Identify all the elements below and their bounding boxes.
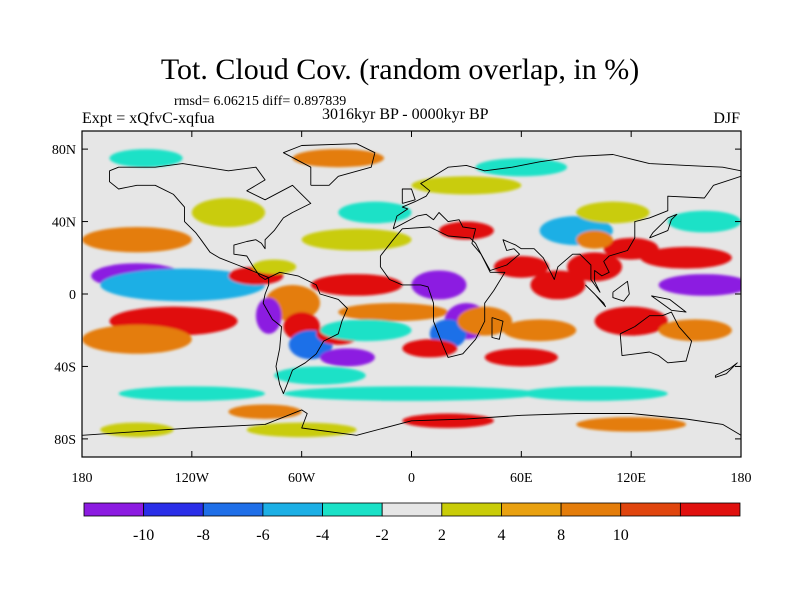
- coastline: [109, 163, 312, 280]
- lat-tick-label: 80S: [54, 433, 76, 448]
- anomaly-region: [411, 270, 467, 300]
- coastline: [282, 143, 376, 186]
- coastlines: [82, 143, 741, 436]
- period-label: 3016kyr BP - 0000kyr BP: [322, 106, 489, 123]
- anomaly-region: [658, 274, 741, 296]
- anomaly-region: [411, 176, 522, 195]
- colorbar-swatch: [143, 502, 204, 517]
- colorbar-label: 10: [613, 527, 629, 544]
- anomaly-region: [576, 417, 687, 432]
- coastline: [392, 154, 741, 293]
- latitude-axis: 80N 40N 0 40S 80S: [52, 143, 741, 448]
- colorbar-swatch: [620, 502, 681, 517]
- anomaly-region: [530, 270, 586, 300]
- colorbar-swatch: [83, 502, 145, 517]
- anomaly-region: [246, 422, 357, 438]
- anomaly-region: [274, 366, 366, 385]
- colorbar-swatch: [381, 502, 443, 517]
- anomaly-region: [82, 226, 192, 253]
- coastline: [379, 226, 506, 358]
- colorbar-label: -8: [197, 527, 210, 544]
- lat-tick-label: 40N: [52, 216, 76, 231]
- anomaly-region: [82, 324, 192, 354]
- lat-tick-label: 40S: [54, 360, 76, 375]
- plot-title: Tot. Cloud Cov. (random overlap, in %): [160, 53, 640, 86]
- lon-tick-label: 180: [731, 471, 752, 486]
- colorbar-swatch: [679, 502, 741, 517]
- colorbar-swatch: [560, 502, 622, 517]
- lat-tick-label: 0: [69, 288, 76, 303]
- anomaly-region: [283, 386, 540, 401]
- anomaly-region: [310, 274, 403, 296]
- colorbar-swatch: [441, 502, 502, 517]
- lon-tick-label: 180: [72, 471, 93, 486]
- anomaly-region: [228, 404, 302, 419]
- anomaly-region: [576, 230, 613, 249]
- coastline: [619, 311, 693, 364]
- colorbar-label: -6: [256, 527, 269, 544]
- colorbar-label: 8: [557, 527, 565, 544]
- anomaly-region: [319, 348, 375, 367]
- lon-tick-label: 60W: [288, 471, 316, 486]
- anomaly-region: [301, 228, 412, 251]
- coastline: [401, 188, 416, 204]
- anomaly-region: [493, 255, 549, 278]
- lon-tick-label: 0: [408, 471, 415, 486]
- anomaly-region: [255, 297, 282, 334]
- anomaly-region: [252, 259, 297, 275]
- lon-tick-label: 120W: [175, 471, 210, 486]
- anomaly-region: [658, 319, 732, 342]
- colorbar-label: 2: [438, 527, 446, 544]
- anomaly-region: [503, 319, 577, 342]
- coastline: [82, 409, 741, 436]
- coastline: [491, 317, 504, 340]
- colorbar-swatch: [262, 502, 323, 517]
- lon-tick-label: 60E: [510, 471, 533, 486]
- anomaly-region: [640, 246, 732, 269]
- coastline: [612, 280, 630, 302]
- anomaly-region: [191, 198, 266, 227]
- colorbar-swatch: [501, 502, 562, 517]
- coastline: [262, 271, 348, 395]
- anomaly-region: [667, 210, 741, 233]
- coastline: [585, 284, 606, 308]
- colorbar-label: 4: [497, 527, 505, 544]
- coastline: [651, 295, 687, 313]
- anomaly-region: [338, 303, 449, 322]
- anomaly-region: [438, 221, 494, 240]
- anomaly-region: [319, 319, 412, 342]
- anomaly-region: [402, 339, 458, 358]
- anomaly-region: [118, 386, 266, 401]
- colorbar-swatch: [202, 502, 264, 517]
- anomaly-region: [100, 268, 266, 302]
- colorbar-label: -2: [376, 527, 389, 544]
- anomaly-region: [567, 252, 623, 282]
- experiment-label: Expt = xQfvC-xqfua: [82, 110, 215, 127]
- stats-text: rmsd= 6.06215 diff= 0.897839: [174, 94, 347, 109]
- lon-tick-label: 120E: [616, 471, 646, 486]
- coastline: [649, 213, 678, 239]
- anomaly-region: [402, 413, 494, 429]
- anomaly-region: [475, 158, 568, 177]
- anomaly-region: [338, 201, 412, 224]
- anomaly-region: [109, 149, 183, 168]
- colorbar-swatch: [322, 502, 383, 517]
- coastline: [714, 362, 738, 378]
- colorbar: -10 -8 -6 -4 -2 2 4 8 10: [83, 502, 741, 544]
- colorbar-label: -4: [316, 527, 329, 544]
- lat-tick-label: 80N: [52, 143, 76, 158]
- anomaly-region: [576, 201, 650, 224]
- anomaly-region: [521, 386, 668, 401]
- anomaly-region: [594, 306, 668, 336]
- colorbar-label: -10: [133, 527, 154, 544]
- anomaly-field: [82, 149, 741, 438]
- season-label: DJF: [713, 110, 740, 127]
- anomaly-region: [100, 422, 174, 438]
- anomaly-region: [292, 149, 385, 168]
- longitude-axis: 180 120W 60W 0 60E 120E 180: [72, 131, 752, 486]
- anomaly-region: [484, 348, 558, 367]
